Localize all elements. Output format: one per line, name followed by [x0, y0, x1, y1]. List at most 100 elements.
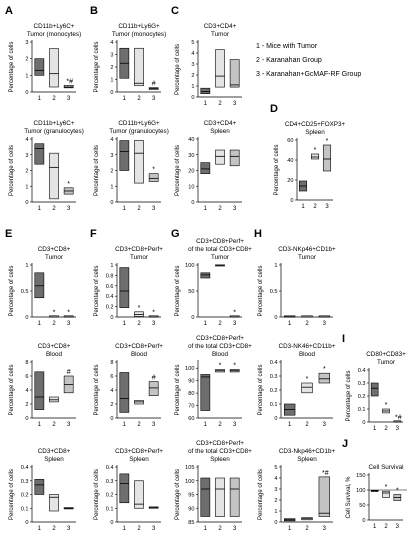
x-tick-label: 2	[305, 422, 309, 428]
y-tick-label: 0	[25, 520, 28, 526]
y-tick-label: 1	[110, 184, 113, 190]
y-axis-label: Percentage of cells	[9, 41, 15, 92]
panel-title-line: CD3-NKp46+CD1b+	[278, 246, 336, 253]
significance-mark: #	[67, 369, 71, 376]
y-axis-label: Percentage of cells	[175, 145, 181, 196]
box-group-1	[200, 87, 211, 94]
y-tick-label: 0	[191, 315, 194, 321]
y-tick-label: 0.4	[106, 294, 114, 300]
y-axis-label: Percentage of cells	[94, 145, 100, 196]
x-tick-label: 2	[137, 96, 141, 102]
significance-mark: *#	[322, 470, 329, 477]
y-tick-label: 0.1	[358, 407, 366, 413]
panel-b1: B CD11b+Ly6G+Tumor (monocytes) 0 1 2 3 4 Percen…	[90, 5, 166, 102]
box-group-3	[148, 381, 159, 396]
x-tick-label: 2	[52, 422, 56, 428]
y-tick-label: 0.2	[21, 493, 29, 499]
x-tick-label: 1	[373, 524, 377, 530]
x-tick-label: 2	[52, 206, 56, 212]
x-tick-label: 1	[123, 422, 127, 428]
panel-title-line: CD3+CD8+	[38, 246, 71, 253]
y-tick-label: 50	[188, 289, 194, 295]
y-tick-label: 1	[274, 509, 277, 515]
y-axis-label: Percentage of cells	[274, 144, 280, 195]
y-tick-label: 0.2	[106, 305, 114, 311]
panel-title-line: CD3+CD8+Perf+	[196, 335, 244, 342]
y-tick-label: 2	[110, 65, 113, 71]
panel-i: I CD80+CD83+Tumor 0 0.1 0.2 0.3 0.4 Percentage …	[342, 333, 406, 432]
y-axis-label: Percentage of cells	[9, 469, 15, 520]
box-group-2	[382, 490, 390, 498]
x-tick-label: 3	[67, 321, 71, 327]
x-tick-label: 3	[152, 206, 156, 212]
x-tick-label: 3	[152, 526, 156, 532]
panel-f2: CD3+CD8+Perf+Blood 0 2 4 6 8 Percentage of cel…	[94, 343, 163, 428]
y-axis-label: Percentage of cells	[9, 145, 15, 196]
significance-mark: *#	[395, 414, 402, 421]
y-axis-label: Percentage of cells	[175, 44, 181, 95]
panel-title-line: Spleen	[210, 456, 230, 463]
box-group-1	[119, 473, 130, 504]
y-tick-label: 0.6	[106, 284, 114, 290]
panel-title-line: Tumor	[130, 254, 148, 261]
box-group-3	[229, 149, 240, 167]
x-tick-label: 1	[123, 526, 127, 532]
box-group-2	[215, 149, 225, 165]
significance-mark: *	[219, 362, 222, 369]
y-tick-label: 0	[110, 200, 113, 206]
y-tick-label: 20	[287, 178, 293, 184]
y-tick-label: 4	[110, 388, 113, 394]
y-tick-label: 40	[188, 137, 194, 143]
panel-title-line: CD3+CD4+	[204, 23, 237, 30]
box-group-1	[34, 58, 45, 76]
y-tick-label: 0.3	[270, 374, 278, 380]
panel-title-line: Cell Survival	[369, 464, 404, 471]
significance-mark: *	[152, 167, 155, 174]
y-tick-label: 3	[191, 62, 194, 68]
y-tick-label: 4	[110, 40, 113, 46]
y-tick-label: 0.4	[21, 465, 29, 471]
y-tick-label: 40	[287, 158, 293, 164]
y-tick-label: 4	[110, 137, 113, 143]
x-tick-label: 3	[233, 422, 237, 428]
y-tick-label: 0	[362, 518, 365, 524]
y-tick-label: 150	[356, 473, 365, 479]
y-tick-label: 0	[25, 315, 28, 321]
significance-mark: *	[138, 305, 141, 312]
x-tick-label: 1	[204, 422, 208, 428]
legend-item-2: 2 - Karanahan Group	[256, 57, 322, 64]
box-group-2	[49, 48, 59, 88]
x-tick-label: 3	[233, 206, 237, 212]
significance-mark: #	[152, 375, 156, 382]
box-group-2	[49, 152, 59, 200]
box-group-3	[318, 372, 331, 384]
significance-mark: *	[306, 376, 309, 383]
box-group-1	[119, 140, 130, 171]
y-axis-label: Percentage of cells	[94, 469, 100, 520]
y-tick-label: 0.2	[270, 388, 278, 394]
y-tick-label: 70	[188, 404, 194, 410]
x-tick-label: 1	[204, 206, 208, 212]
panel-letter: B	[90, 5, 98, 17]
y-tick-label: 1	[191, 84, 194, 90]
legend-item-3: 3 - Karanahan+GcMAF-RF Group	[256, 71, 362, 78]
y-tick-label: 100	[185, 366, 194, 372]
x-tick-label: 2	[218, 422, 222, 428]
x-tick-label: 1	[204, 526, 208, 532]
x-tick-label: 3	[67, 526, 71, 532]
y-axis-label: Percentage of cells	[9, 364, 15, 415]
box-group-2	[215, 477, 225, 517]
box-group-2	[49, 494, 59, 512]
panel-h2: CD3-NK46+CD11b+Blood 0 0.1 0.2 0.3 0.4 Percent…	[258, 343, 336, 428]
panel-title-line: Spleen	[129, 456, 149, 463]
y-tick-label: 0	[191, 200, 194, 206]
y-tick-label: 90	[188, 506, 194, 512]
x-tick-label: 3	[323, 526, 327, 532]
y-tick-label: 3	[110, 153, 113, 159]
y-tick-label: 6	[110, 374, 113, 380]
x-tick-label: 3	[233, 321, 237, 327]
significance-mark: *	[233, 310, 236, 317]
panel-e3: CD3+CD8+Spleen 0 0.1 0.2 0.3 0.4 Percentage of…	[9, 448, 76, 532]
box-group-3	[318, 476, 331, 517]
